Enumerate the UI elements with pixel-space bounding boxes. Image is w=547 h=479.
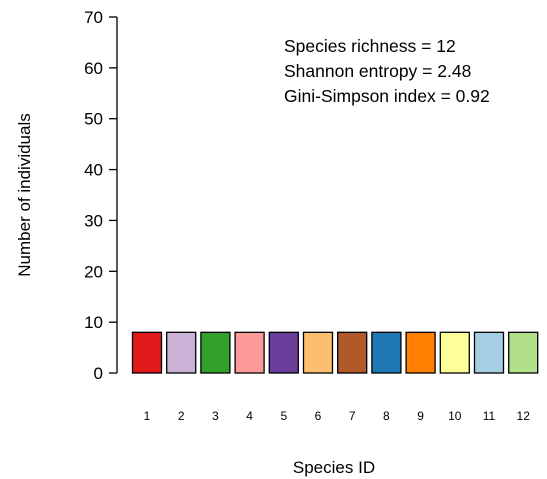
annotation-richness: Species richness = 12 [284,36,456,56]
y-tick-label: 50 [84,110,103,129]
annotation-gini-simpson: Gini-Simpson index = 0.92 [284,86,490,106]
bar-3 [200,331,231,374]
bar-10 [439,331,470,374]
bar-11 [473,331,505,374]
x-tick-label: 5 [280,409,287,423]
bar-1 [131,331,163,374]
x-tick-label: 12 [517,409,531,423]
x-tick-label: 7 [349,409,356,423]
x-axis-title: Species ID [293,458,375,477]
y-tick-label: 20 [84,262,103,281]
bar-6 [302,331,334,374]
x-tick-label: 8 [383,409,390,423]
bar-9 [405,331,436,374]
bar-12 [508,331,539,374]
x-tick-label: 6 [315,409,322,423]
bar-4 [234,331,265,374]
x-tick-label: 1 [144,409,151,423]
y-tick-label: 30 [84,211,103,230]
x-tick-label: 11 [483,409,496,423]
x-tick-label: 3 [212,409,219,423]
x-tick-labels: 1 2 3 4 5 6 7 8 9 10 11 12 [144,409,531,423]
y-tick-label: 60 [84,59,103,78]
bars [131,331,539,374]
bar-5 [268,331,299,374]
y-tick-label: 70 [84,8,103,27]
x-tick-label: 2 [178,409,185,423]
y-tick-label: 10 [84,313,103,332]
annotations: Species richness = 12 Shannon entropy = … [284,36,490,106]
y-axis-title: Number of individuals [15,113,34,276]
bar-8 [371,331,402,374]
bar-2 [166,331,197,374]
x-tick-label: 9 [417,409,424,423]
y-axis: 0 10 20 30 40 50 60 70 [84,8,118,383]
annotation-shannon: Shannon entropy = 2.48 [284,61,471,81]
y-tick-label: 40 [84,161,103,180]
x-tick-label: 4 [246,409,253,423]
x-tick-label: 10 [448,409,462,423]
bar-7 [337,331,368,374]
y-tick-label: 0 [94,364,103,383]
